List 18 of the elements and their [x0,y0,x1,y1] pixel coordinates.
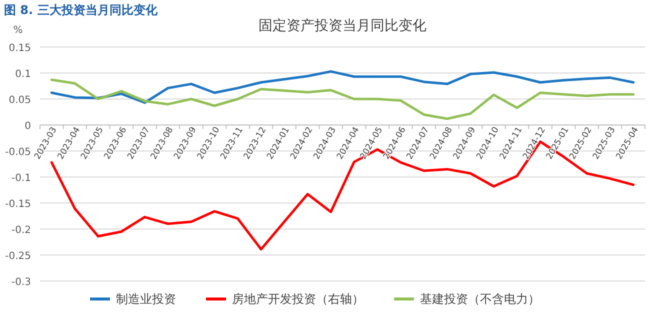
chart-title: 固定资产投资当月同比变化 [258,18,426,34]
y-tick-label: -0.3 [11,277,31,288]
y-tick-label: 0.1 [15,69,31,80]
line-series [50,70,635,104]
caption: 图 8. 三大投资当月同比变化 [4,3,158,17]
line-series [50,78,635,120]
y-tick-label: -0.1 [11,173,31,184]
y-tick-label: -0.2 [11,225,31,236]
legend-label: 制造业投资 [116,292,176,306]
legend-label: 基建投资（不含电力） [420,292,540,306]
y-tick-label: -0.25 [5,251,31,262]
y-tick-label: 0.05 [8,95,31,106]
y-tick-label: -0.15 [5,199,31,210]
y-tick-label: 0.15 [8,43,31,54]
y-tick-label: 0 [24,121,31,132]
legend-label: 房地产开发投资（右轴） [232,292,364,306]
y-axis-title: % [13,25,23,36]
y-tick-label: -0.05 [5,147,31,158]
